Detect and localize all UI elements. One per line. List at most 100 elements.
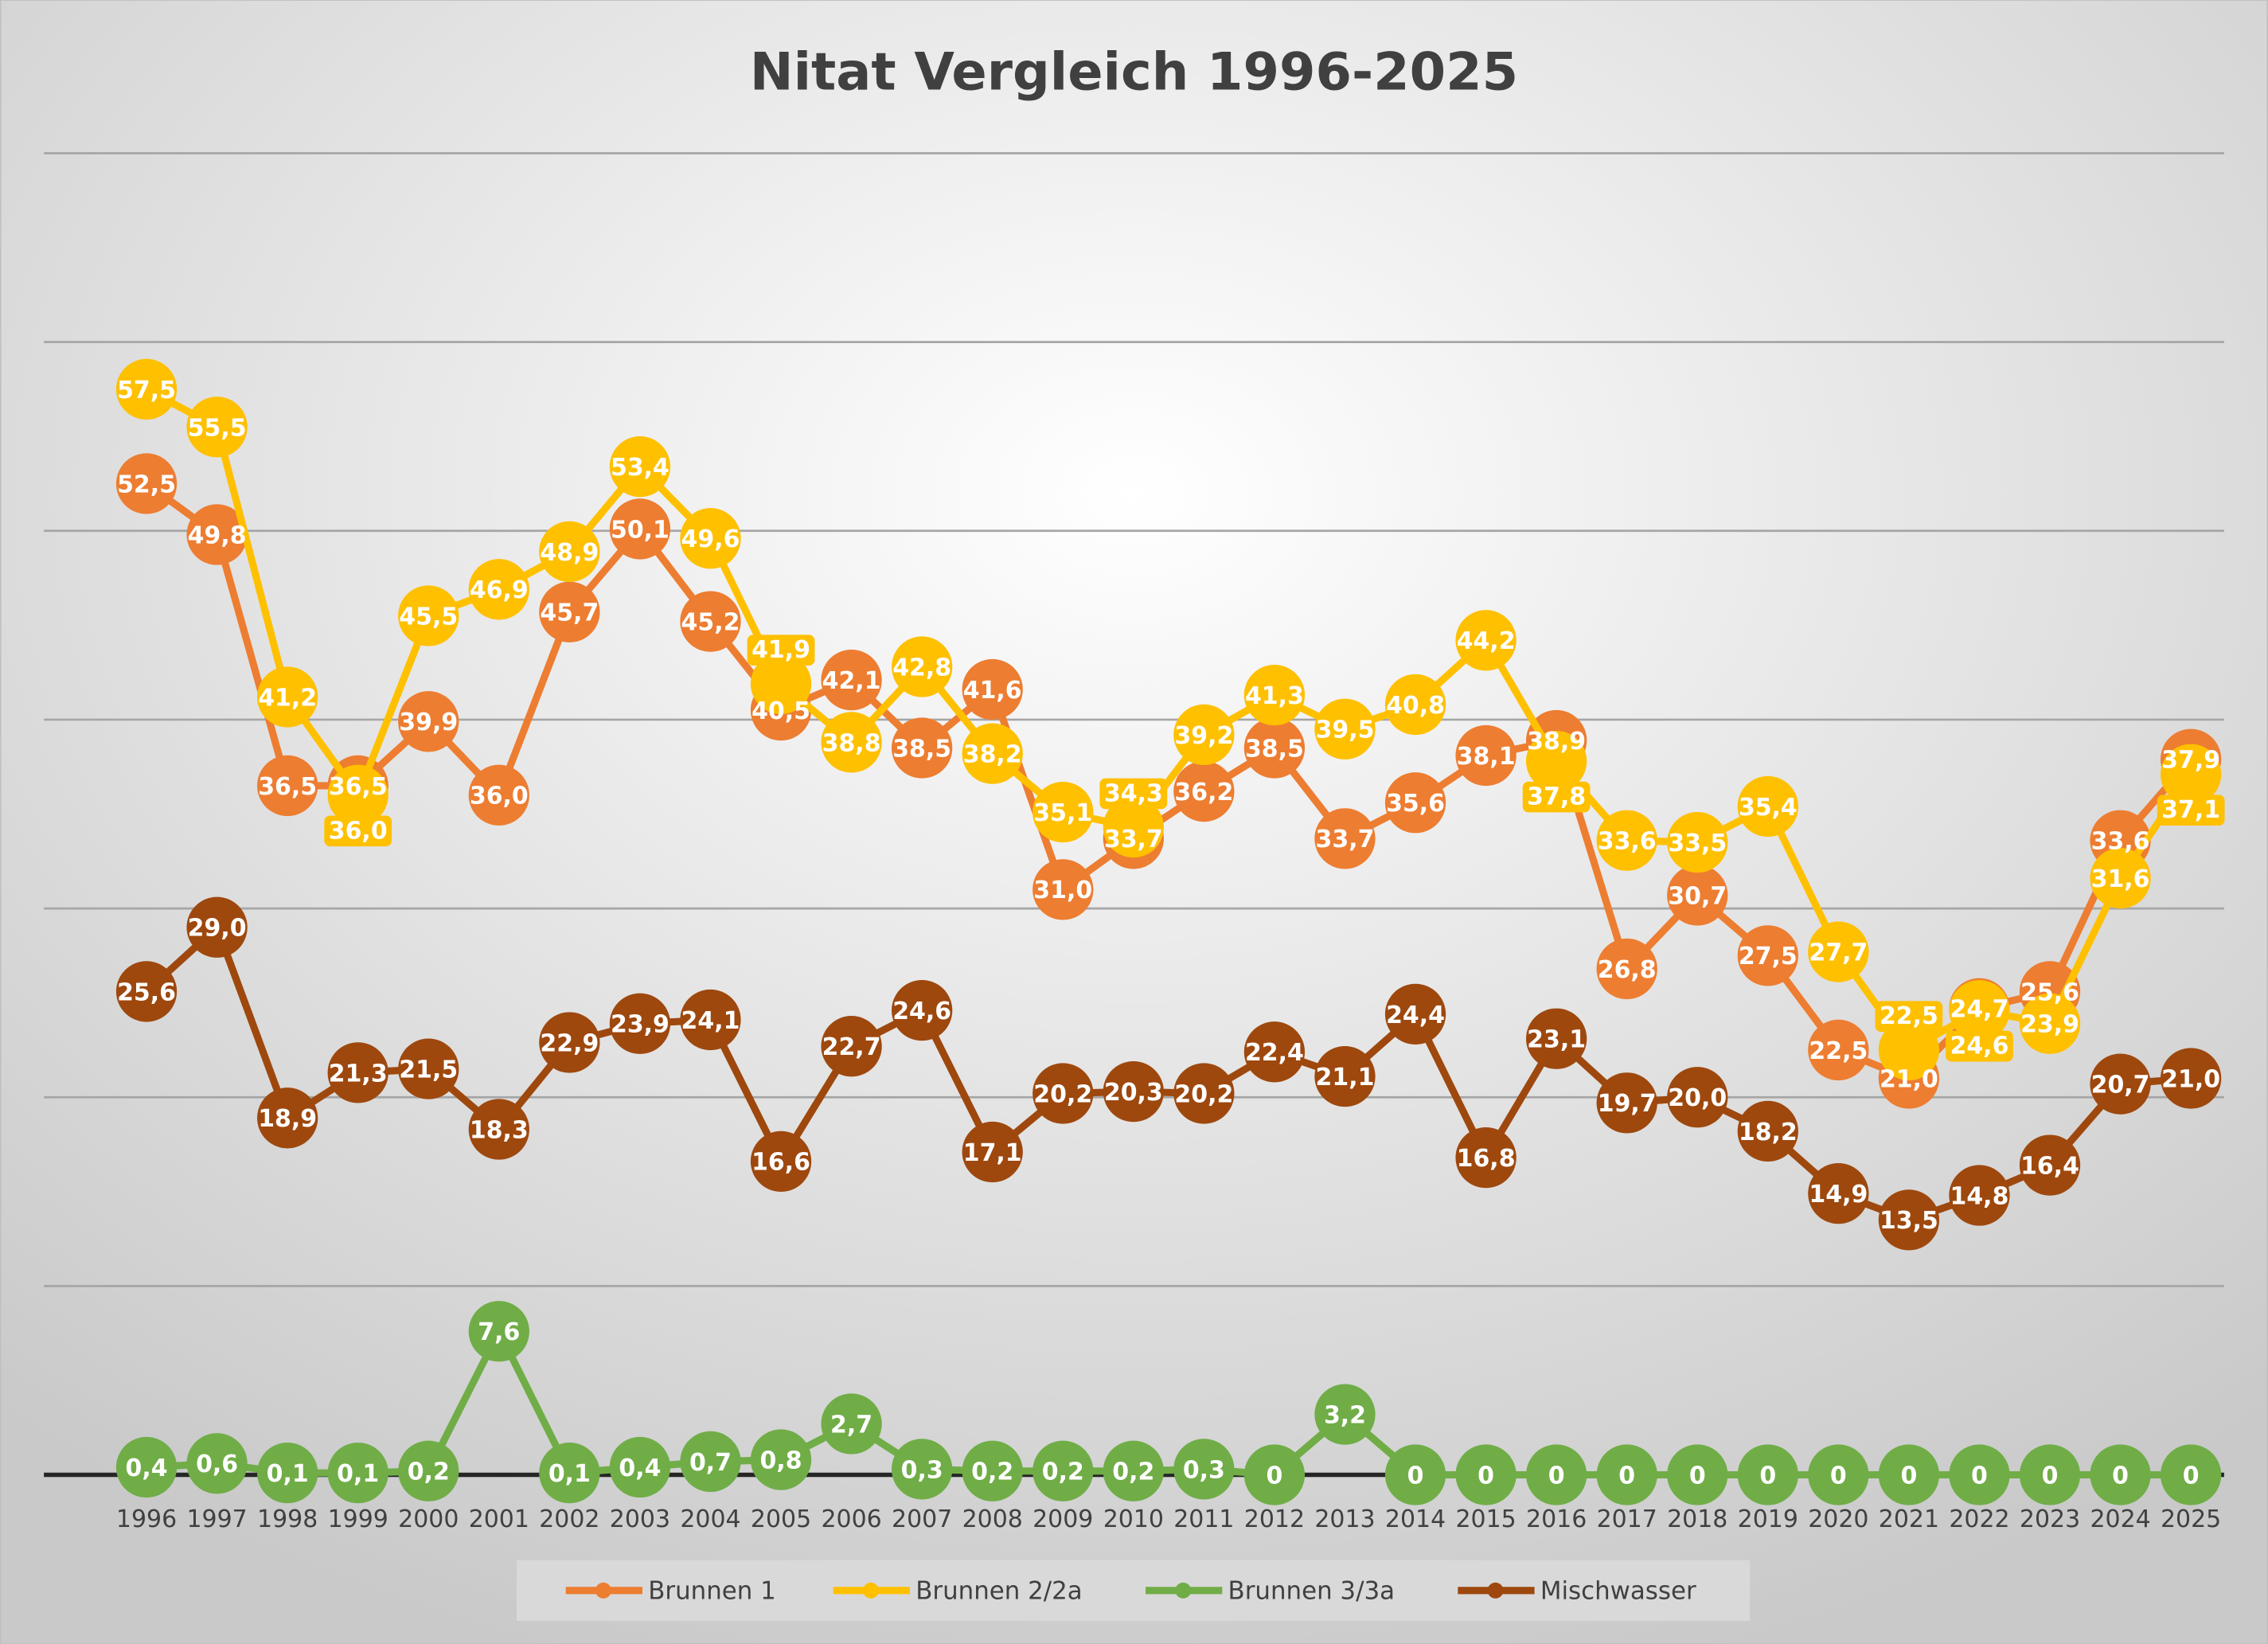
data-point[interactable]	[257, 1442, 318, 1504]
data-point[interactable]	[962, 1121, 1023, 1183]
data-point[interactable]	[468, 559, 529, 620]
data-point[interactable]	[2090, 1444, 2151, 1505]
data-point[interactable]	[1949, 1165, 2010, 1226]
data-point[interactable]	[962, 723, 1023, 784]
data-point[interactable]	[539, 581, 600, 642]
data-point[interactable]	[257, 1088, 318, 1149]
data-point[interactable]	[1667, 1444, 1728, 1505]
data-point[interactable]	[1525, 1008, 1587, 1069]
data-point[interactable]	[1455, 1444, 1517, 1505]
data-point[interactable]	[1314, 1045, 1376, 1107]
data-point[interactable]	[1596, 1072, 1657, 1134]
data-point[interactable]	[1243, 664, 1306, 726]
data-point[interactable]	[821, 712, 882, 773]
data-point[interactable]	[1243, 1021, 1306, 1083]
data-point[interactable]	[1173, 1063, 1235, 1124]
data-point[interactable]	[1878, 1019, 1940, 1081]
data-point[interactable]	[327, 1442, 388, 1504]
data-point[interactable]	[1033, 1063, 1094, 1124]
data-point[interactable]	[1808, 1163, 1869, 1224]
data-point[interactable]	[1949, 979, 2010, 1041]
data-point[interactable]	[257, 755, 318, 817]
data-point[interactable]	[1033, 781, 1094, 843]
data-point[interactable]	[1243, 1444, 1306, 1505]
data-point[interactable]	[1033, 1440, 1094, 1501]
data-point[interactable]	[2019, 1134, 2081, 1196]
data-point[interactable]	[1243, 717, 1306, 779]
data-point[interactable]	[609, 498, 671, 560]
data-point[interactable]	[539, 1442, 600, 1504]
data-point[interactable]	[1878, 1189, 1940, 1251]
data-point[interactable]	[1173, 704, 1235, 766]
data-point[interactable]	[892, 717, 953, 779]
data-point[interactable]	[1808, 921, 1869, 982]
data-point[interactable]	[539, 521, 600, 583]
data-point[interactable]	[1384, 983, 1446, 1045]
data-point[interactable]	[115, 961, 178, 1022]
data-point[interactable]	[186, 396, 248, 458]
data-point[interactable]	[1455, 1127, 1517, 1189]
data-point[interactable]	[680, 591, 741, 652]
data-point[interactable]	[680, 989, 741, 1051]
data-point[interactable]	[962, 1440, 1023, 1501]
data-point[interactable]	[1314, 698, 1376, 760]
data-point[interactable]	[1878, 1444, 1940, 1505]
data-point[interactable]	[1455, 724, 1517, 787]
data-point[interactable]	[892, 1439, 953, 1500]
data-point[interactable]	[468, 764, 529, 826]
data-point[interactable]	[1737, 1100, 1798, 1162]
data-point[interactable]	[609, 1436, 671, 1498]
data-point[interactable]	[115, 358, 178, 420]
data-point[interactable]	[1667, 1067, 1728, 1128]
data-point[interactable]	[1384, 674, 1446, 736]
data-point[interactable]	[1525, 730, 1587, 792]
data-point[interactable]	[1808, 1444, 1869, 1505]
data-point[interactable]	[680, 508, 741, 569]
data-point[interactable]	[115, 453, 178, 514]
data-point[interactable]	[1596, 810, 1657, 871]
data-point[interactable]	[609, 436, 671, 498]
data-point[interactable]	[398, 1440, 459, 1501]
data-point[interactable]	[327, 764, 388, 826]
data-point[interactable]	[1384, 772, 1446, 834]
data-point[interactable]	[2160, 744, 2222, 805]
data-point[interactable]	[539, 1012, 600, 1073]
data-point[interactable]	[750, 653, 812, 715]
data-point[interactable]	[468, 1099, 529, 1160]
data-point[interactable]	[821, 1016, 882, 1077]
data-point[interactable]	[750, 1429, 812, 1490]
data-point[interactable]	[327, 1042, 388, 1103]
data-point[interactable]	[1596, 1444, 1657, 1505]
data-point[interactable]	[2160, 1048, 2222, 1109]
data-point[interactable]	[468, 1301, 529, 1362]
legend-item[interactable]: Brunnen 1	[565, 1577, 776, 1606]
data-point[interactable]	[2019, 1444, 2081, 1505]
data-point[interactable]	[186, 504, 248, 565]
data-point[interactable]	[186, 1433, 248, 1494]
data-point[interactable]	[1667, 811, 1728, 873]
data-point[interactable]	[1103, 1440, 1164, 1501]
data-point[interactable]	[1667, 865, 1728, 926]
data-point[interactable]	[962, 658, 1023, 720]
data-point[interactable]	[1949, 1444, 2010, 1505]
data-point[interactable]	[398, 585, 459, 646]
data-point[interactable]	[2090, 1053, 2151, 1115]
data-point[interactable]	[892, 979, 953, 1041]
data-point[interactable]	[821, 1393, 882, 1455]
data-point[interactable]	[1314, 808, 1376, 869]
data-point[interactable]	[1173, 760, 1235, 822]
data-point[interactable]	[1808, 1019, 1869, 1081]
data-point[interactable]	[398, 1038, 459, 1099]
data-point[interactable]	[1737, 775, 1798, 838]
data-point[interactable]	[1737, 925, 1798, 986]
data-point[interactable]	[1033, 859, 1094, 920]
data-point[interactable]	[2019, 993, 2081, 1054]
legend-item[interactable]: Brunnen 3/3a	[1146, 1577, 1395, 1606]
data-point[interactable]	[892, 636, 953, 697]
data-point[interactable]	[398, 691, 459, 752]
legend-item[interactable]: Mischwasser	[1458, 1577, 1696, 1606]
data-point[interactable]	[821, 650, 882, 711]
data-point[interactable]	[186, 896, 248, 958]
legend-item[interactable]: Brunnen 2/2a	[833, 1577, 1083, 1606]
data-point[interactable]	[609, 993, 671, 1054]
